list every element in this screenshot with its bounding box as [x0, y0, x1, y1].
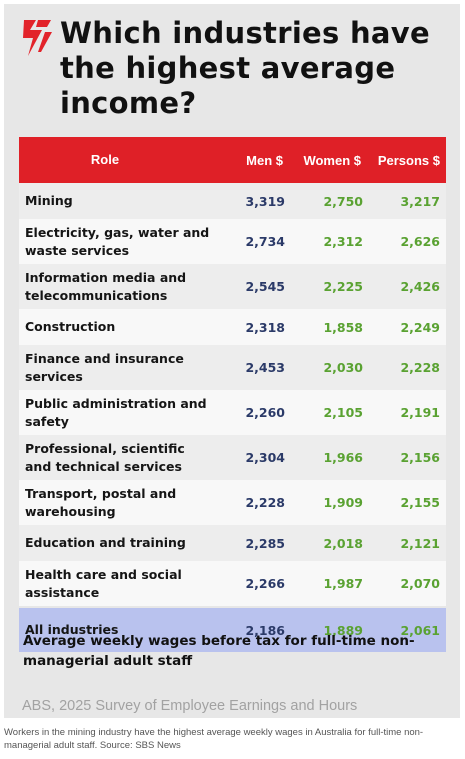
cell-role: Information media and telecommunications — [25, 269, 187, 303]
sbs-logo-icon — [23, 20, 52, 56]
cell-role: Professional, scientific and technical s… — [25, 440, 185, 474]
cell-persons: 2,070 — [400, 576, 440, 591]
cell-men: 2,734 — [245, 234, 285, 249]
table-row: Health care and social assistance 2,266 1,… — [19, 561, 446, 606]
cell-women: 2,750 — [323, 193, 363, 209]
cell-persons: 2,228 — [400, 360, 440, 375]
cell-men: 2,260 — [245, 405, 285, 420]
cell-role: Education and training — [25, 535, 186, 550]
header-persons: Persons $ — [377, 152, 440, 168]
cell-men: 3,319 — [245, 193, 285, 209]
cell-role: Public administration and safety — [25, 395, 207, 429]
table-row: Electricity, gas, water and waste servic… — [19, 219, 446, 264]
cell-persons: 2,626 — [400, 234, 440, 249]
cell-women: 1,909 — [323, 495, 363, 510]
cell-role: Finance and insurance services — [25, 350, 184, 384]
cell-men: 2,318 — [245, 319, 285, 335]
table-row: Public administration and safety 2,260 2,1… — [19, 390, 446, 435]
table-row: Professional, scientific and technical s… — [19, 435, 446, 480]
cell-women: 2,225 — [323, 279, 363, 294]
table-header: Role Men $ Women $ Persons $ — [19, 137, 446, 183]
cell-women: 2,105 — [323, 405, 363, 420]
table-row: Information media and telecommunications… — [19, 264, 446, 309]
table-row: Construction 2,318 1,858 2,249 — [19, 309, 446, 345]
cell-persons: 2,426 — [400, 279, 440, 294]
table-row: Education and training 2,285 2,018 2,121 — [19, 525, 446, 561]
cell-men: 2,304 — [245, 450, 285, 465]
table-row-all-industries: All industries 2,186 1,889 2,061 — [19, 608, 446, 652]
table-row: Mining 3,319 2,750 3,217 — [19, 183, 446, 219]
cell-persons: 2,156 — [400, 450, 440, 465]
chart-source: ABS, 2025 Survey of Employee Earnings an… — [22, 698, 358, 714]
cell-persons: 2,061 — [400, 622, 440, 638]
cell-role: All industries — [25, 622, 119, 637]
chart-subtitle: Average weekly wages before tax for full… — [23, 633, 415, 669]
cell-women: 2,030 — [323, 360, 363, 375]
cell-men: 2,186 — [245, 622, 285, 638]
cell-role: Electricity, gas, water and waste servic… — [25, 224, 210, 258]
cell-women: 2,312 — [323, 234, 363, 249]
infographic-card: Which industries have the highest averag… — [4, 4, 460, 718]
table-row: Transport, postal and warehousing 2,228 1,… — [19, 480, 446, 525]
cell-men: 2,228 — [245, 495, 285, 510]
cell-women: 2,018 — [323, 535, 363, 551]
cell-men: 2,266 — [245, 576, 285, 591]
header-women: Women $ — [303, 152, 361, 168]
cell-role: Mining — [25, 193, 73, 208]
cell-role: Construction — [25, 319, 116, 334]
cell-role: Transport, postal and warehousing — [25, 485, 177, 519]
cell-men: 2,545 — [245, 279, 285, 294]
cell-men: 2,285 — [245, 535, 285, 551]
table-body: Mining 3,319 2,750 3,217 Electricity, gas, w… — [19, 183, 446, 606]
image-caption: Workers in the mining industry have the … — [4, 727, 424, 751]
chart-title: Which industries have the highest averag… — [60, 16, 430, 120]
cell-persons: 2,249 — [400, 319, 440, 335]
cell-persons: 2,155 — [400, 495, 440, 510]
table-row: Finance and insurance services 2,453 2,030… — [19, 345, 446, 390]
cell-women: 1,889 — [323, 622, 363, 638]
cell-women: 1,966 — [323, 450, 363, 465]
cell-men: 2,453 — [245, 360, 285, 375]
cell-role: Health care and social assistance — [25, 566, 182, 600]
cell-persons: 3,217 — [400, 193, 440, 209]
cell-women: 1,858 — [323, 319, 363, 335]
cell-women: 1,987 — [323, 576, 363, 591]
income-table: Role Men $ Women $ Persons $ Mining 3,319… — [19, 137, 446, 652]
header-role: Role — [90, 152, 120, 167]
cell-persons: 2,191 — [400, 405, 440, 420]
cell-persons: 2,121 — [400, 535, 440, 551]
header-men: Men $ — [246, 152, 283, 168]
